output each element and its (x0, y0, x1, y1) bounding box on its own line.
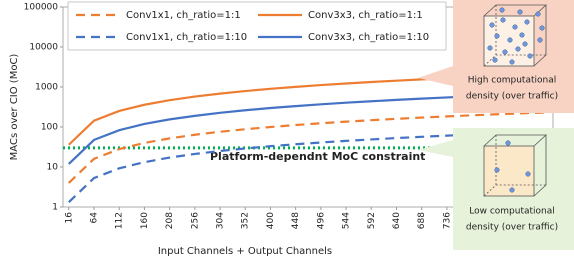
x-tick-label: 688 (417, 212, 427, 229)
series-line (68, 111, 548, 184)
callout-text: High computational density (over traffic)… (466, 76, 558, 233)
x-tick-label: 112 (115, 212, 125, 229)
high-density-callout (418, 0, 574, 113)
x-tick-label: 544 (342, 212, 352, 229)
legend-label: Conv1x1, ch_ratio=1:10 (126, 32, 247, 43)
y-tick-label: 1000 (35, 83, 58, 93)
x-tick-label: 448 (291, 212, 301, 229)
cube (483, 134, 548, 197)
x-tick-label: 400 (266, 212, 276, 229)
legend-label: Conv1x1, ch_ratio=1:1 (126, 10, 241, 21)
constraint-label: Platform-dependnt MoC constraint (210, 150, 425, 163)
y-axis-label: MACs over CIO (MoC) (9, 54, 20, 161)
callout-text: High computational (468, 76, 556, 86)
y-tick-label: 100 (41, 123, 58, 133)
x-tick-label: 592 (367, 212, 377, 229)
y-tick-label: 100000 (24, 3, 59, 13)
callout-text: Low computational (469, 207, 555, 217)
x-tick-label: 304 (216, 212, 226, 229)
x-tick-label: 640 (392, 212, 402, 229)
callout-text: density (over traffic) (466, 223, 558, 233)
x-tick-label: 496 (316, 212, 326, 229)
legend-label: Conv3x3, ch_ratio=1:1 (308, 10, 423, 21)
x-tick-label: 16 (64, 212, 74, 224)
dots (494, 140, 531, 193)
y-tick-label: 10000 (29, 43, 58, 53)
x-tick-label: 160 (140, 212, 150, 229)
low-density-callout (418, 128, 574, 250)
x-tick-label: 256 (190, 212, 200, 229)
legend-box (67, 1, 447, 51)
y-tick-label: 10 (47, 163, 59, 173)
y-tick-label: 1 (52, 203, 58, 213)
callout-text: density (over traffic) (466, 92, 558, 102)
dots (487, 7, 545, 65)
x-tick-label: 352 (241, 212, 251, 229)
x-tick-label: 64 (89, 212, 99, 224)
x-axis-label: Input Channels + Output Channels (158, 246, 332, 257)
x-tick-label: 736 (442, 212, 452, 229)
legend: Conv1x1, ch_ratio=1:1 Conv3x3, ch_ratio=1… (67, 1, 447, 51)
x-tick-label: 208 (165, 212, 175, 229)
legend-label: Conv3x3, ch_ratio=1:10 (308, 32, 429, 43)
